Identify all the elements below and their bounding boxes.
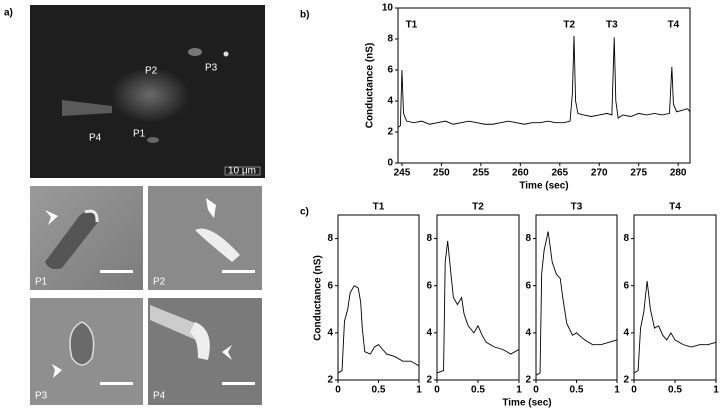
- x-tick-label: 0: [335, 385, 341, 396]
- panel-label: b): [300, 10, 309, 21]
- trace: [436, 240, 520, 374]
- x-tick-label: 1: [516, 385, 522, 396]
- x-tick-label: 1: [614, 385, 620, 396]
- x-tick-label: 270: [591, 168, 608, 179]
- plot-frame: [337, 214, 420, 381]
- x-tick-label: 0: [533, 385, 539, 396]
- y-tick-label: 6: [387, 65, 393, 76]
- y-tick-label: 2: [623, 375, 629, 386]
- y-tick-label: 8: [327, 233, 333, 244]
- highlight: [84, 209, 99, 223]
- panel-title: T2: [472, 202, 484, 213]
- scale-bar: [222, 382, 255, 385]
- scale-bar: [100, 270, 133, 273]
- trace: [535, 231, 618, 376]
- particle: [190, 322, 210, 360]
- y-axis-label: Conductance (nS): [365, 43, 376, 129]
- arrow: [45, 210, 58, 225]
- x-tick-label: 250: [433, 168, 450, 179]
- micrograph-label: P4: [89, 133, 102, 144]
- y-tick-label: 4: [525, 327, 531, 338]
- y-tick-label: 0: [387, 158, 393, 169]
- inset-label: P4: [153, 391, 166, 402]
- y-tick-label: 4: [327, 327, 333, 338]
- y-tick-label: 8: [426, 233, 432, 244]
- y-tick-label: 4: [426, 327, 432, 338]
- y-tick-label: 2: [426, 375, 432, 386]
- y-tick-label: 2: [327, 375, 333, 386]
- trace: [397, 35, 691, 128]
- panel-title: T4: [669, 202, 681, 213]
- y-tick-label: 6: [327, 280, 333, 291]
- inset-image: [30, 186, 143, 290]
- pipette: [62, 100, 112, 116]
- inset-label: P1: [35, 277, 48, 288]
- y-tick-label: 2: [525, 375, 531, 386]
- particle: [223, 51, 229, 57]
- particle: [147, 137, 159, 143]
- trace: [633, 280, 717, 374]
- x-tick-label: 0.5: [471, 385, 485, 396]
- particle: [69, 321, 95, 366]
- annotation: T2: [563, 20, 575, 31]
- particle: [195, 228, 240, 262]
- micrograph-label: P2: [145, 66, 158, 77]
- inset-label: P2: [153, 277, 166, 288]
- annotation: T1: [406, 20, 418, 31]
- micrograph-label: P1: [133, 129, 146, 140]
- x-tick-label: 1: [416, 385, 422, 396]
- y-tick-label: 8: [525, 233, 531, 244]
- inset-label: P3: [35, 391, 48, 402]
- x-axis-label: Time (sec): [519, 181, 568, 192]
- x-axis-label: Time (sec): [502, 398, 551, 409]
- y-tick-label: 4: [387, 96, 393, 107]
- x-tick-label: 255: [473, 168, 490, 179]
- x-tick-label: 0.5: [372, 385, 386, 396]
- trace: [337, 285, 420, 374]
- plot-frame: [436, 214, 520, 381]
- plot-frame: [633, 214, 717, 381]
- y-tick-label: 6: [525, 280, 531, 291]
- scale-box: [224, 166, 261, 176]
- y-tick-label: 4: [623, 327, 629, 338]
- x-tick-label: 0: [631, 385, 637, 396]
- x-tick-label: 275: [630, 168, 647, 179]
- panel-title: T3: [571, 202, 583, 213]
- scale-bar: [222, 270, 255, 273]
- y-tick-label: 2: [387, 127, 393, 138]
- x-tick-label: 280: [670, 168, 687, 179]
- x-tick-label: 1: [713, 385, 719, 396]
- x-tick-label: 0: [434, 385, 440, 396]
- cell: [110, 67, 190, 123]
- annotation: T3: [606, 20, 618, 31]
- arrow: [52, 364, 62, 378]
- plot-frame: [397, 7, 691, 164]
- x-tick-label: 260: [512, 168, 529, 179]
- arrow: [206, 198, 216, 218]
- scale-label: 10 μm: [228, 166, 256, 177]
- plot-frame: [535, 214, 618, 381]
- particle: [188, 48, 202, 56]
- micrograph-label: P3: [205, 63, 218, 74]
- x-tick-label: 0.5: [668, 385, 682, 396]
- y-axis-label: Conductance (nS): [313, 255, 324, 341]
- panel-label: c): [300, 207, 309, 218]
- arrow: [222, 345, 232, 360]
- x-tick-label: 245: [394, 168, 411, 179]
- panel-title: T1: [373, 202, 385, 213]
- y-tick-label: 10: [382, 3, 394, 14]
- scale-bar: [100, 382, 133, 385]
- y-tick-label: 6: [623, 280, 629, 291]
- y-tick-label: 8: [623, 233, 629, 244]
- panel-label: a): [4, 8, 13, 19]
- y-tick-label: 6: [426, 280, 432, 291]
- x-tick-label: 265: [551, 168, 568, 179]
- particle: [45, 211, 98, 270]
- x-tick-label: 0.5: [570, 385, 584, 396]
- particle: [150, 305, 200, 340]
- annotation: T4: [668, 20, 680, 31]
- y-tick-label: 8: [387, 34, 393, 45]
